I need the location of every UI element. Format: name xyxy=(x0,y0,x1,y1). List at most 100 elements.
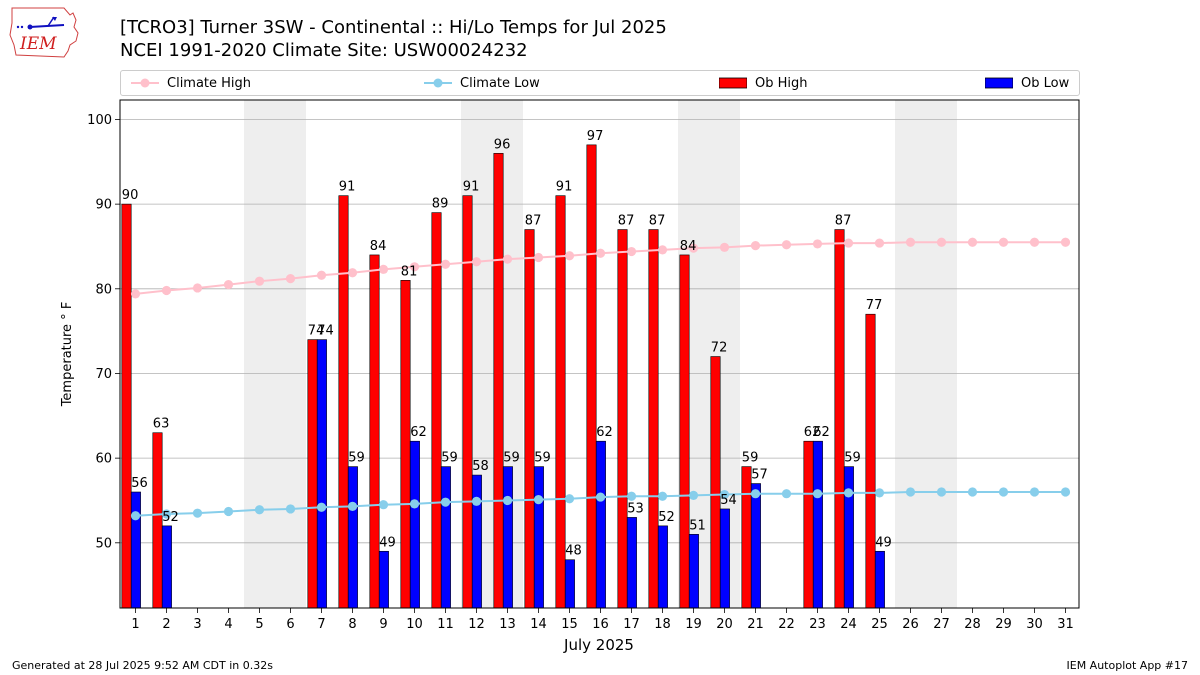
climate-low-point-day-12 xyxy=(471,496,482,506)
climate-high-point-day-20 xyxy=(719,242,730,252)
climate-low-point-day-27 xyxy=(936,487,947,497)
climate-low-point-day-16 xyxy=(595,492,606,502)
climate-low-point-day-11 xyxy=(440,497,451,507)
ob-low-bar-day-7 xyxy=(316,339,327,609)
climate-low-point-day-10 xyxy=(409,499,420,509)
ob-high-label-day-13: 96 xyxy=(494,137,511,152)
climate-low-point-day-28 xyxy=(967,487,978,497)
x-tick-label-30: 30 xyxy=(1026,617,1043,632)
x-tick-label-25: 25 xyxy=(871,617,888,632)
ob-high-bar-day-9 xyxy=(369,254,380,609)
climate-low-point-day-3 xyxy=(192,508,203,518)
ob-high-label-day-18: 87 xyxy=(649,214,666,229)
climate-low-point-day-17 xyxy=(626,491,637,501)
ob-high-bar-day-23 xyxy=(803,440,814,609)
legend-marker-ob-low xyxy=(985,77,1013,89)
y-tick-label-50: 50 xyxy=(95,536,112,551)
ob-low-bar-day-20 xyxy=(719,508,730,609)
climate-high-line xyxy=(135,241,1066,295)
climate-high-point-day-10 xyxy=(409,262,420,272)
climate-low-point-day-2 xyxy=(161,509,172,519)
ob-low-bar-day-1 xyxy=(130,491,141,609)
x-tick-label-1: 1 xyxy=(131,617,139,632)
climate-low-point-day-23 xyxy=(812,489,823,499)
ob-low-label-day-14: 59 xyxy=(534,451,551,466)
climate-high-point-day-5 xyxy=(254,276,265,286)
climate-low-point-day-30 xyxy=(1029,487,1040,497)
ob-high-label-day-17: 87 xyxy=(618,214,635,229)
x-tick-label-18: 18 xyxy=(654,617,671,632)
ob-low-label-day-21: 57 xyxy=(751,468,768,483)
climate-high-point-day-16 xyxy=(595,248,606,258)
y-tick-label-100: 100 xyxy=(87,113,112,128)
climate-low-point-day-8 xyxy=(347,501,358,511)
climate-low-point-day-22 xyxy=(781,489,792,499)
climate-low-point-day-5 xyxy=(254,505,265,515)
ob-low-label-day-9: 49 xyxy=(379,535,396,550)
ob-high-label-day-15: 91 xyxy=(556,180,573,195)
ob-low-bar-day-15 xyxy=(564,559,575,609)
footer-generated-text: Generated at 28 Jul 2025 9:52 AM CDT in … xyxy=(12,659,273,672)
ob-high-bar-day-1 xyxy=(121,203,132,609)
ob-low-label-day-2: 52 xyxy=(162,510,179,525)
climate-high-point-day-6 xyxy=(285,274,296,284)
climate-high-point-day-29 xyxy=(998,237,1009,247)
ob-low-bar-day-2 xyxy=(161,525,172,609)
x-tick-label-10: 10 xyxy=(406,617,423,632)
climate-low-point-day-24 xyxy=(843,488,854,498)
ob-high-bar-day-10 xyxy=(400,280,411,609)
ob-high-bar-day-11 xyxy=(431,212,442,609)
x-tick-label-4: 4 xyxy=(224,617,232,632)
ob-high-bar-day-18 xyxy=(648,229,659,609)
legend-label-climate-low: Climate Low xyxy=(460,75,540,91)
climate-high-point-day-18 xyxy=(657,245,668,255)
ob-low-label-day-10: 62 xyxy=(410,425,427,440)
ob-low-label-day-1: 56 xyxy=(131,476,148,491)
ob-low-label-day-18: 52 xyxy=(658,510,675,525)
x-tick-label-5: 5 xyxy=(255,617,263,632)
ob-high-bar-day-20 xyxy=(710,356,721,609)
weekend-shading xyxy=(244,100,957,608)
bar-labels: 90 63 74 91 84 81 89 91 96 87 91 97 87 87 84 72 59 62 87 77… xyxy=(122,129,892,559)
climate-low-point-day-20 xyxy=(719,489,730,500)
ob-low-bar-day-9 xyxy=(378,550,389,609)
climate-low-point-day-7 xyxy=(316,502,327,512)
climate-lines xyxy=(130,237,1071,521)
ob-low-bar-day-18 xyxy=(657,525,668,609)
chart-subtitle: NCEI 1991-2020 Climate Site: USW00024232 xyxy=(120,40,528,61)
climate-high-point-day-23 xyxy=(812,239,823,249)
ob-low-label-day-7: 74 xyxy=(317,324,334,339)
ob-high-label-day-8: 91 xyxy=(339,180,356,195)
ob-high-bar-day-16 xyxy=(586,144,597,609)
weekend-shade-2 xyxy=(461,100,523,608)
ob-high-label-day-11: 89 xyxy=(432,197,449,212)
climate-high-point-day-30 xyxy=(1029,237,1040,247)
x-tick-label-28: 28 xyxy=(964,617,981,632)
bars xyxy=(121,144,885,609)
ob-high-bar-day-7 xyxy=(307,339,318,609)
ob-high-bar-day-8 xyxy=(338,195,349,609)
climate-low-point-day-21 xyxy=(750,489,761,499)
x-tick-label-6: 6 xyxy=(286,617,294,632)
x-tick-label-15: 15 xyxy=(561,617,578,632)
ob-low-label-day-15: 48 xyxy=(565,544,582,559)
climate-high-point-day-9 xyxy=(378,264,389,274)
climate-high-point-day-26 xyxy=(905,237,916,247)
ob-high-bar-day-13 xyxy=(493,153,504,609)
ob-low-label-day-12: 58 xyxy=(472,459,489,474)
ob-high-bar-day-21 xyxy=(741,466,752,609)
legend-label-ob-high: Ob High xyxy=(755,75,808,91)
x-tick-label-31: 31 xyxy=(1057,617,1074,632)
x-tick-label-7: 7 xyxy=(317,617,325,632)
climate-low-point-day-15 xyxy=(564,494,575,504)
x-tick-label-19: 19 xyxy=(685,617,702,632)
legend-marker-climate-low xyxy=(424,78,452,88)
climate-high-point-day-2 xyxy=(161,285,172,296)
climate-high-point-day-1 xyxy=(130,289,141,299)
legend-item-climate-high: Climate High xyxy=(131,71,251,95)
x-tick-label-9: 9 xyxy=(379,617,387,632)
y-tick-label-80: 80 xyxy=(95,282,112,297)
climate-high-point-day-7 xyxy=(316,270,327,280)
ob-low-label-day-11: 59 xyxy=(441,451,458,466)
